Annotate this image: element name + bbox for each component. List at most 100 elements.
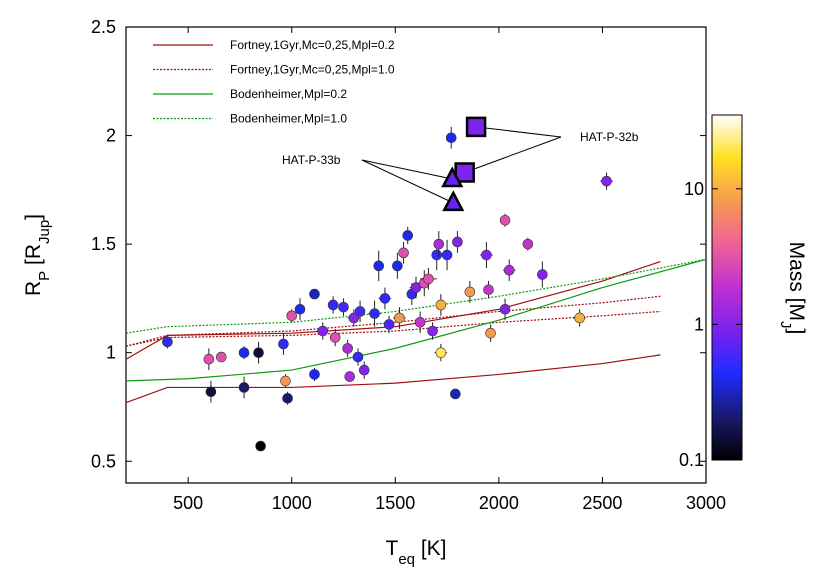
annotation-line	[464, 136, 562, 173]
x-tick-label: 2500	[582, 493, 622, 513]
planet-point	[255, 440, 266, 452]
annotation-line	[361, 159, 453, 180]
planet-point	[450, 388, 461, 400]
x-tick-label: 3000	[686, 493, 726, 513]
planet-point	[238, 382, 250, 393]
planet-point	[383, 319, 395, 330]
highlight-triangle	[442, 190, 465, 212]
annotation-line	[476, 126, 562, 138]
annotation: HAT-P-32b	[580, 130, 639, 144]
planet-point	[348, 312, 360, 324]
planet-point	[392, 260, 403, 272]
legend-label: Bodenheimer,Mpl=0.2	[230, 87, 347, 101]
planet-point	[394, 312, 405, 324]
planet-point	[445, 132, 457, 144]
planet-point	[537, 269, 548, 280]
planet-point	[329, 332, 341, 343]
planet-point	[278, 338, 289, 350]
plot-area	[126, 126, 706, 452]
y-tick-label: 0.5	[91, 451, 116, 471]
annotation-line	[361, 159, 454, 204]
planet-point	[522, 238, 534, 250]
color-label-part: ]	[785, 329, 808, 335]
x-tick-label: 500	[173, 493, 203, 513]
planet-point	[423, 273, 434, 285]
planet-point	[452, 236, 463, 248]
y-label-part: R	[22, 281, 45, 296]
planet-point	[499, 303, 511, 315]
planet-point	[402, 230, 414, 241]
planet-point	[309, 288, 320, 300]
planet-point	[485, 327, 496, 339]
plot-frame	[125, 26, 707, 484]
y-tick-label: 1.5	[91, 234, 116, 254]
model-line	[126, 260, 661, 360]
planet-point	[358, 364, 370, 376]
planet-point	[464, 286, 476, 298]
colorbar-tick-label: 1	[694, 314, 704, 334]
model-line	[126, 258, 706, 334]
planet-point	[344, 371, 356, 382]
y-label-part: Jup	[36, 220, 53, 244]
planet-point	[379, 293, 391, 304]
x-tick-label: 1500	[375, 493, 415, 513]
planet-point	[282, 393, 293, 404]
planet-point	[286, 310, 298, 322]
legend-label: Fortney,1Gyr,Mc=0,25,Mpl=1.0	[230, 63, 395, 77]
planet-point	[327, 299, 339, 311]
legend-label: Bodenheimer,Mpl=1.0	[230, 112, 347, 126]
model-line	[126, 258, 706, 382]
x-label: Teq [K]	[385, 537, 446, 568]
planet-point	[431, 249, 443, 261]
x-label-part: [K]	[415, 537, 447, 560]
planet-point	[162, 336, 173, 348]
y-label-part: [R	[22, 244, 45, 271]
legend-label: Fortney,1Gyr,Mc=0,25,Mpl=0.2	[230, 38, 395, 52]
x-label-part: T	[385, 537, 398, 560]
x-tick-label: 2000	[479, 493, 519, 513]
planet-point	[398, 247, 409, 259]
highlight-square	[454, 162, 475, 183]
planet-point	[280, 375, 291, 387]
planet-point	[205, 386, 217, 398]
planet-point	[215, 351, 227, 363]
planet-point	[203, 353, 215, 365]
planet-point	[499, 214, 511, 226]
colorbar	[711, 114, 743, 461]
planet-point	[414, 317, 426, 328]
highlight-triangle	[441, 166, 464, 188]
y-tick-label: 1	[106, 343, 116, 363]
planet-point	[352, 351, 364, 363]
y-label-part: ]	[22, 214, 45, 220]
planet-point	[369, 308, 380, 319]
planet-point	[317, 325, 329, 337]
y-tick-label: 2	[106, 126, 116, 146]
model-line	[126, 354, 661, 404]
x-label-part: eq	[398, 551, 415, 568]
highlight-square	[465, 116, 487, 138]
planet-point	[601, 175, 612, 187]
x-tick-label: 1000	[272, 493, 312, 513]
planet-point	[309, 369, 320, 380]
planet-point	[338, 301, 349, 313]
planet-point	[373, 260, 385, 272]
planet-point	[483, 284, 494, 296]
color-label-part: J	[778, 321, 795, 329]
planet-point	[435, 299, 447, 311]
color-label-part: Mass [M	[785, 242, 808, 321]
planet-point	[342, 343, 353, 354]
planet-point	[433, 238, 445, 250]
planet-point	[294, 303, 306, 315]
planet-point	[435, 347, 447, 359]
colorbar-tick-label: 0.1	[679, 450, 704, 470]
y-label-part: P	[36, 271, 53, 281]
planet-point	[441, 249, 453, 261]
planet-point	[427, 325, 438, 337]
color-label: Mass [MJ]	[778, 242, 809, 335]
y-tick-label: 2.5	[91, 17, 116, 37]
y-label: RP [RJup]	[22, 214, 53, 296]
planet-point	[354, 306, 366, 317]
planet-point	[481, 249, 492, 261]
planet-point	[503, 264, 515, 276]
